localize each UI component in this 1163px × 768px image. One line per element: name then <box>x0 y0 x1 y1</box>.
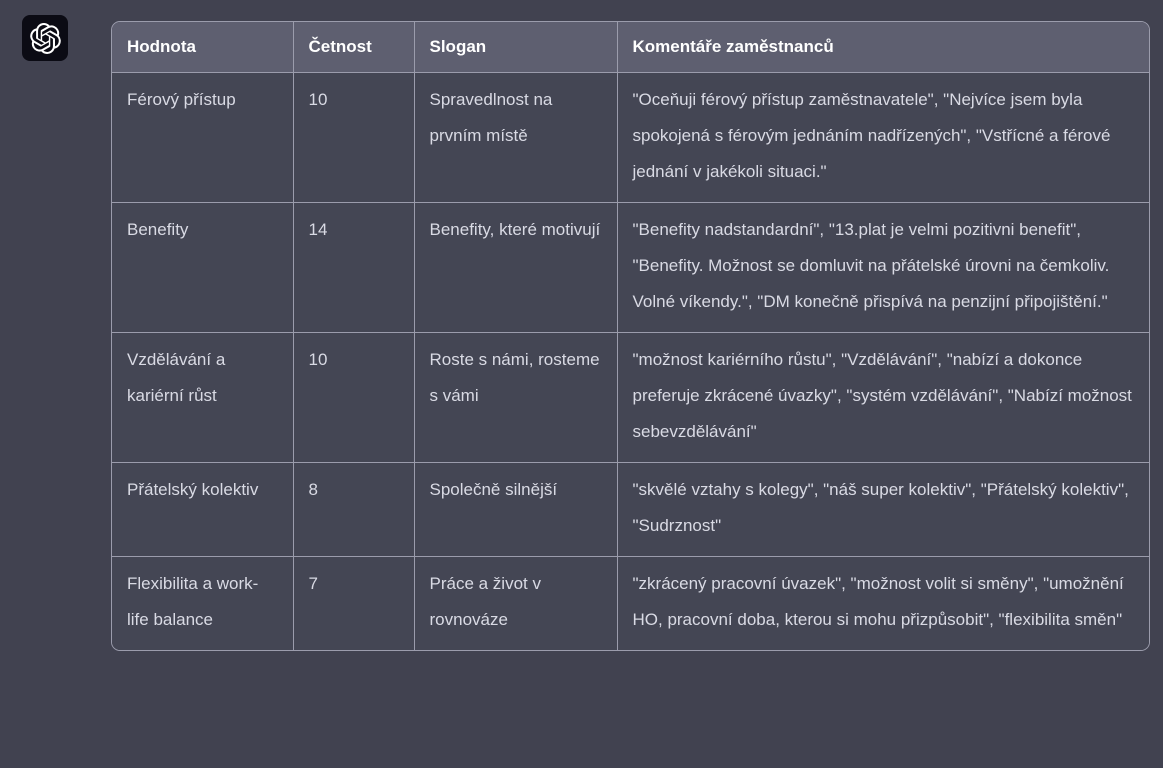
cell-hodnota: Benefity <box>112 202 294 333</box>
cell-slogan: Roste s námi, rosteme s vámi <box>414 332 618 463</box>
cell-slogan: Práce a život v rovnováze <box>414 556 618 650</box>
cell-cetnost: 14 <box>293 202 415 333</box>
cell-cetnost: 10 <box>293 332 415 463</box>
cell-cetnost: 8 <box>293 462 415 557</box>
table-row-benefity: Benefity 14 Benefity, které motivují "Be… <box>112 202 1149 333</box>
cell-slogan: Benefity, které motivují <box>414 202 618 333</box>
column-header-slogan: Slogan <box>414 22 618 73</box>
cell-hodnota: Férový přístup <box>112 72 294 203</box>
table-row-flexibilita: Flexibilita a work-life balance 7 Práce … <box>112 556 1149 650</box>
assistant-avatar <box>22 15 68 61</box>
cell-cetnost: 10 <box>293 72 415 203</box>
column-header-hodnota: Hodnota <box>112 22 294 73</box>
cell-cetnost: 7 <box>293 556 415 650</box>
values-table-grid: Hodnota Četnost Slogan Komentáře zaměstn… <box>112 22 1149 650</box>
cell-komentare: "možnost kariérního růstu", "Vzdělávání"… <box>617 332 1149 463</box>
cell-slogan: Společně silnější <box>414 462 618 557</box>
cell-komentare: "Benefity nadstandardní", "13.plat je ve… <box>617 202 1149 333</box>
cell-hodnota: Vzdělávání a kariérní růst <box>112 332 294 463</box>
cell-komentare: "zkrácený pracovní úvazek", "možnost vol… <box>617 556 1149 650</box>
cell-komentare: "Oceňuji férový přístup zaměstnavatele",… <box>617 72 1149 203</box>
cell-hodnota: Flexibilita a work-life balance <box>112 556 294 650</box>
cell-slogan: Spravedlnost na prvním místě <box>414 72 618 203</box>
table-row-ferovy-pristup: Férový přístup 10 Spravedlnost na prvním… <box>112 72 1149 203</box>
table-header-row: Hodnota Četnost Slogan Komentáře zaměstn… <box>112 22 1149 73</box>
column-header-komentare: Komentáře zaměstnanců <box>617 22 1149 73</box>
cell-komentare: "skvělé vztahy s kolegy", "náš super kol… <box>617 462 1149 557</box>
cell-hodnota: Přátelský kolektiv <box>112 462 294 557</box>
table-row-pratelsky-kolektiv: Přátelský kolektiv 8 Společně silnější "… <box>112 462 1149 557</box>
table-row-vzdelavani: Vzdělávání a kariérní růst 10 Roste s ná… <box>112 332 1149 463</box>
openai-logo-icon <box>29 22 61 54</box>
values-table: Hodnota Četnost Slogan Komentáře zaměstn… <box>111 21 1150 651</box>
column-header-cetnost: Četnost <box>293 22 415 73</box>
